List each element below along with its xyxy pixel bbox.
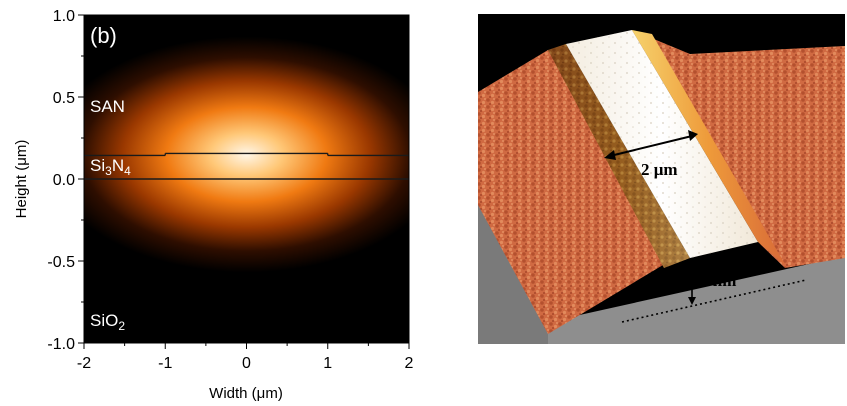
region-label-sio2: SiO2	[90, 311, 125, 333]
width-arrow-head-left	[604, 150, 616, 160]
x-tick-label: 2	[405, 355, 414, 372]
height-arrow-head-top	[688, 263, 696, 271]
y-tick-label: 0.5	[53, 90, 75, 107]
width-label: 2 μm	[641, 160, 678, 179]
region-label-si3n4: Si3N4	[90, 156, 131, 178]
height-reference-line	[621, 279, 807, 323]
afm-surface-image: 2 μm 5 nm	[478, 14, 845, 344]
width-arrow-head-right	[688, 130, 698, 141]
y-tick-label: -0.5	[47, 254, 75, 271]
substrate-side-front	[478, 202, 548, 344]
x-tick-label: -1	[158, 355, 172, 372]
rough-film-right	[632, 30, 845, 268]
x-axis: -2 -1 0 1 2	[77, 343, 414, 372]
x-axis-title: Width (μm)	[209, 385, 283, 402]
rough-film-left	[478, 50, 668, 334]
y-axis-title: Height (μm)	[13, 140, 30, 219]
mode-intensity-field	[84, 36, 409, 273]
region-label-san: SAN	[90, 97, 125, 116]
y-tick-label: 1.0	[53, 8, 75, 25]
y-axis: 1.0 0.5 0.0 -0.5 -1.0	[47, 8, 84, 353]
mode-profile-chart: -2 -1 0 1 2 1.0 0.5 0.0 -0.5 -1.0 Width (μm) Hei…	[13, 8, 414, 402]
width-arrow	[609, 135, 693, 157]
ridge-left-wall-shade	[548, 44, 690, 268]
y-tick-label: -1.0	[47, 336, 75, 353]
height-label: 5 nm	[700, 271, 736, 290]
x-tick-label: -2	[77, 355, 91, 372]
x-tick-label: 0	[242, 355, 251, 372]
height-arrow-head-bottom	[688, 297, 696, 305]
x-tick-label: 1	[323, 355, 332, 372]
ridge-right-wall	[632, 30, 786, 266]
y-tick-label: 0.0	[53, 172, 75, 189]
panel-label: (b)	[90, 23, 117, 48]
